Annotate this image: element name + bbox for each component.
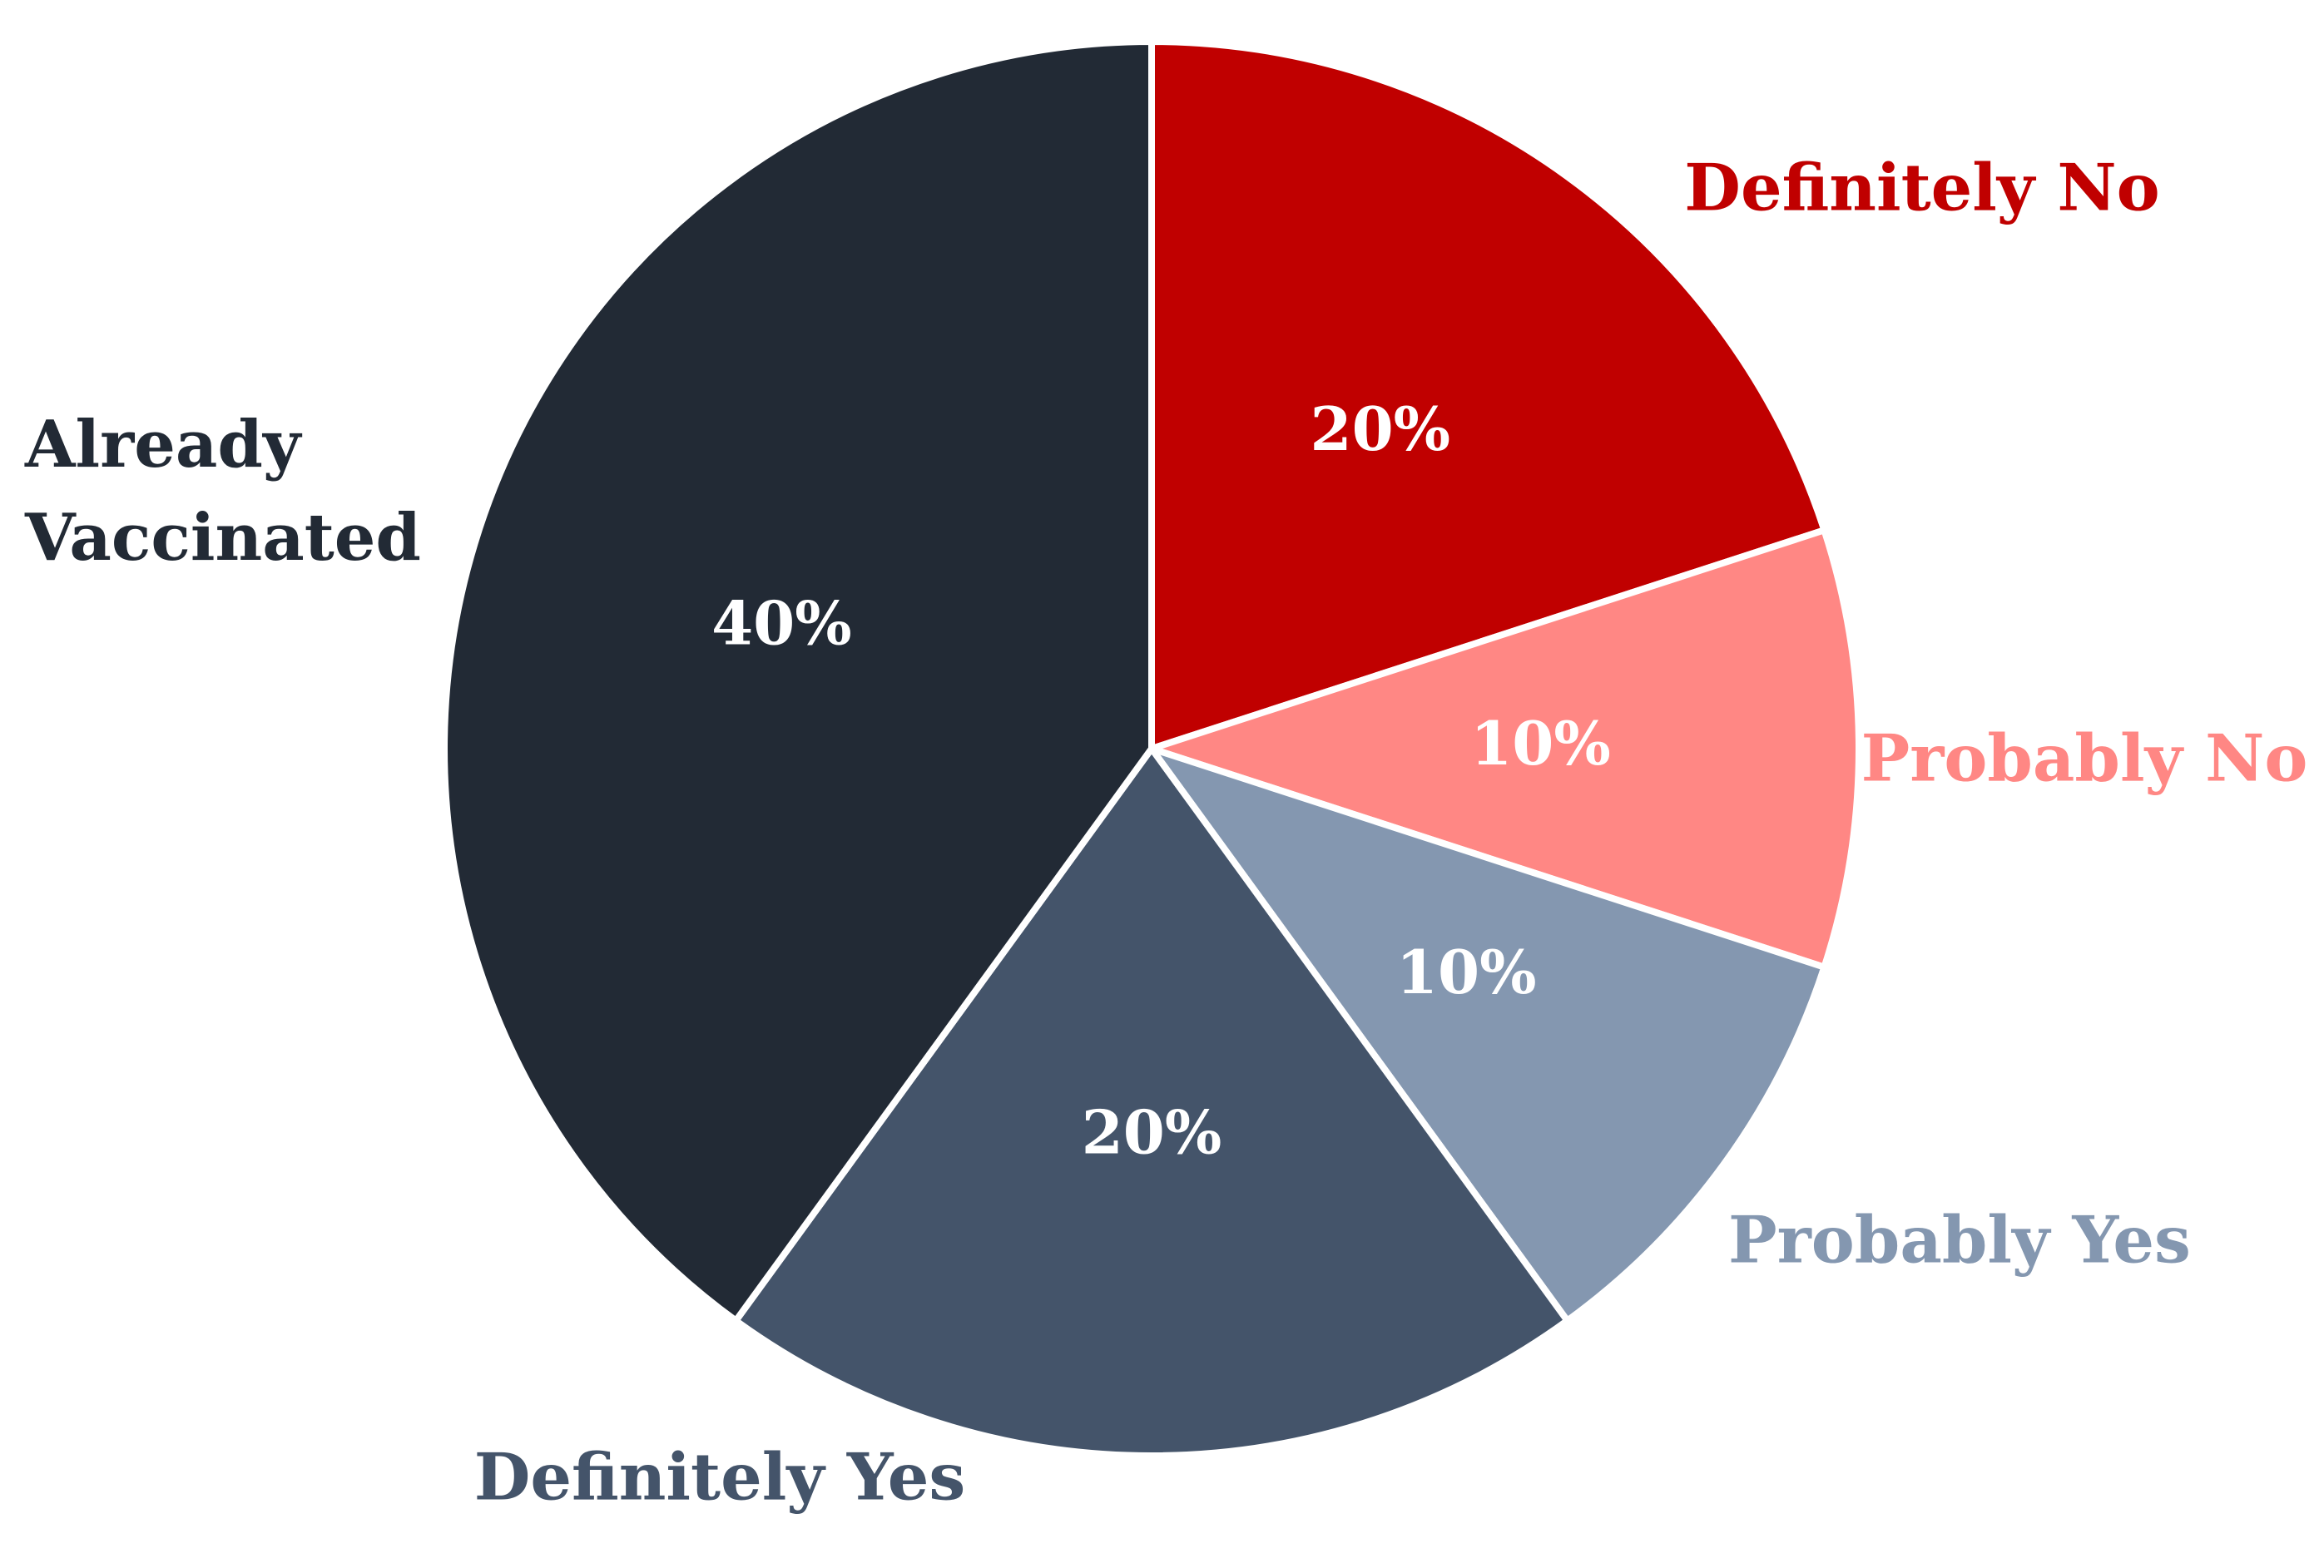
category-label-line: Already xyxy=(24,407,303,482)
category-label-already-vaccinated: Already Vaccinated xyxy=(24,407,421,576)
percent-label-definitely-yes: 20% xyxy=(1082,1097,1222,1168)
percent-label-probably-yes: 10% xyxy=(1396,937,1537,1007)
pie-slice-definitely-no xyxy=(1148,38,1828,752)
slices-layer xyxy=(441,38,1863,1459)
category-label-definitely-no: Definitely No xyxy=(1684,151,2159,226)
pie-slice-already-vaccinated xyxy=(441,38,1155,1324)
category-label-line: Vaccinated xyxy=(24,500,421,576)
category-label-probably-yes: Probably Yes xyxy=(1728,1203,2191,1279)
category-label-probably-no: Probably No xyxy=(1861,721,2308,797)
percent-label-probably-no: 10% xyxy=(1470,708,1611,779)
pie-slice-probably-yes xyxy=(1148,745,1828,1324)
pie-slice-probably-no xyxy=(1148,527,1863,971)
category-label-definitely-yes: Definitely Yes xyxy=(474,1440,966,1516)
category-labels-layer: Definitely No Probably No Probably Yes Defi… xyxy=(24,151,2307,1516)
pie-slice-definitely-yes xyxy=(732,745,1571,1459)
percent-label-already-vaccinated: 40% xyxy=(711,588,852,659)
percent-label-definitely-no: 20% xyxy=(1310,393,1450,464)
percent-labels-layer: 20% 10% 10% 20% 40% xyxy=(711,393,1611,1168)
